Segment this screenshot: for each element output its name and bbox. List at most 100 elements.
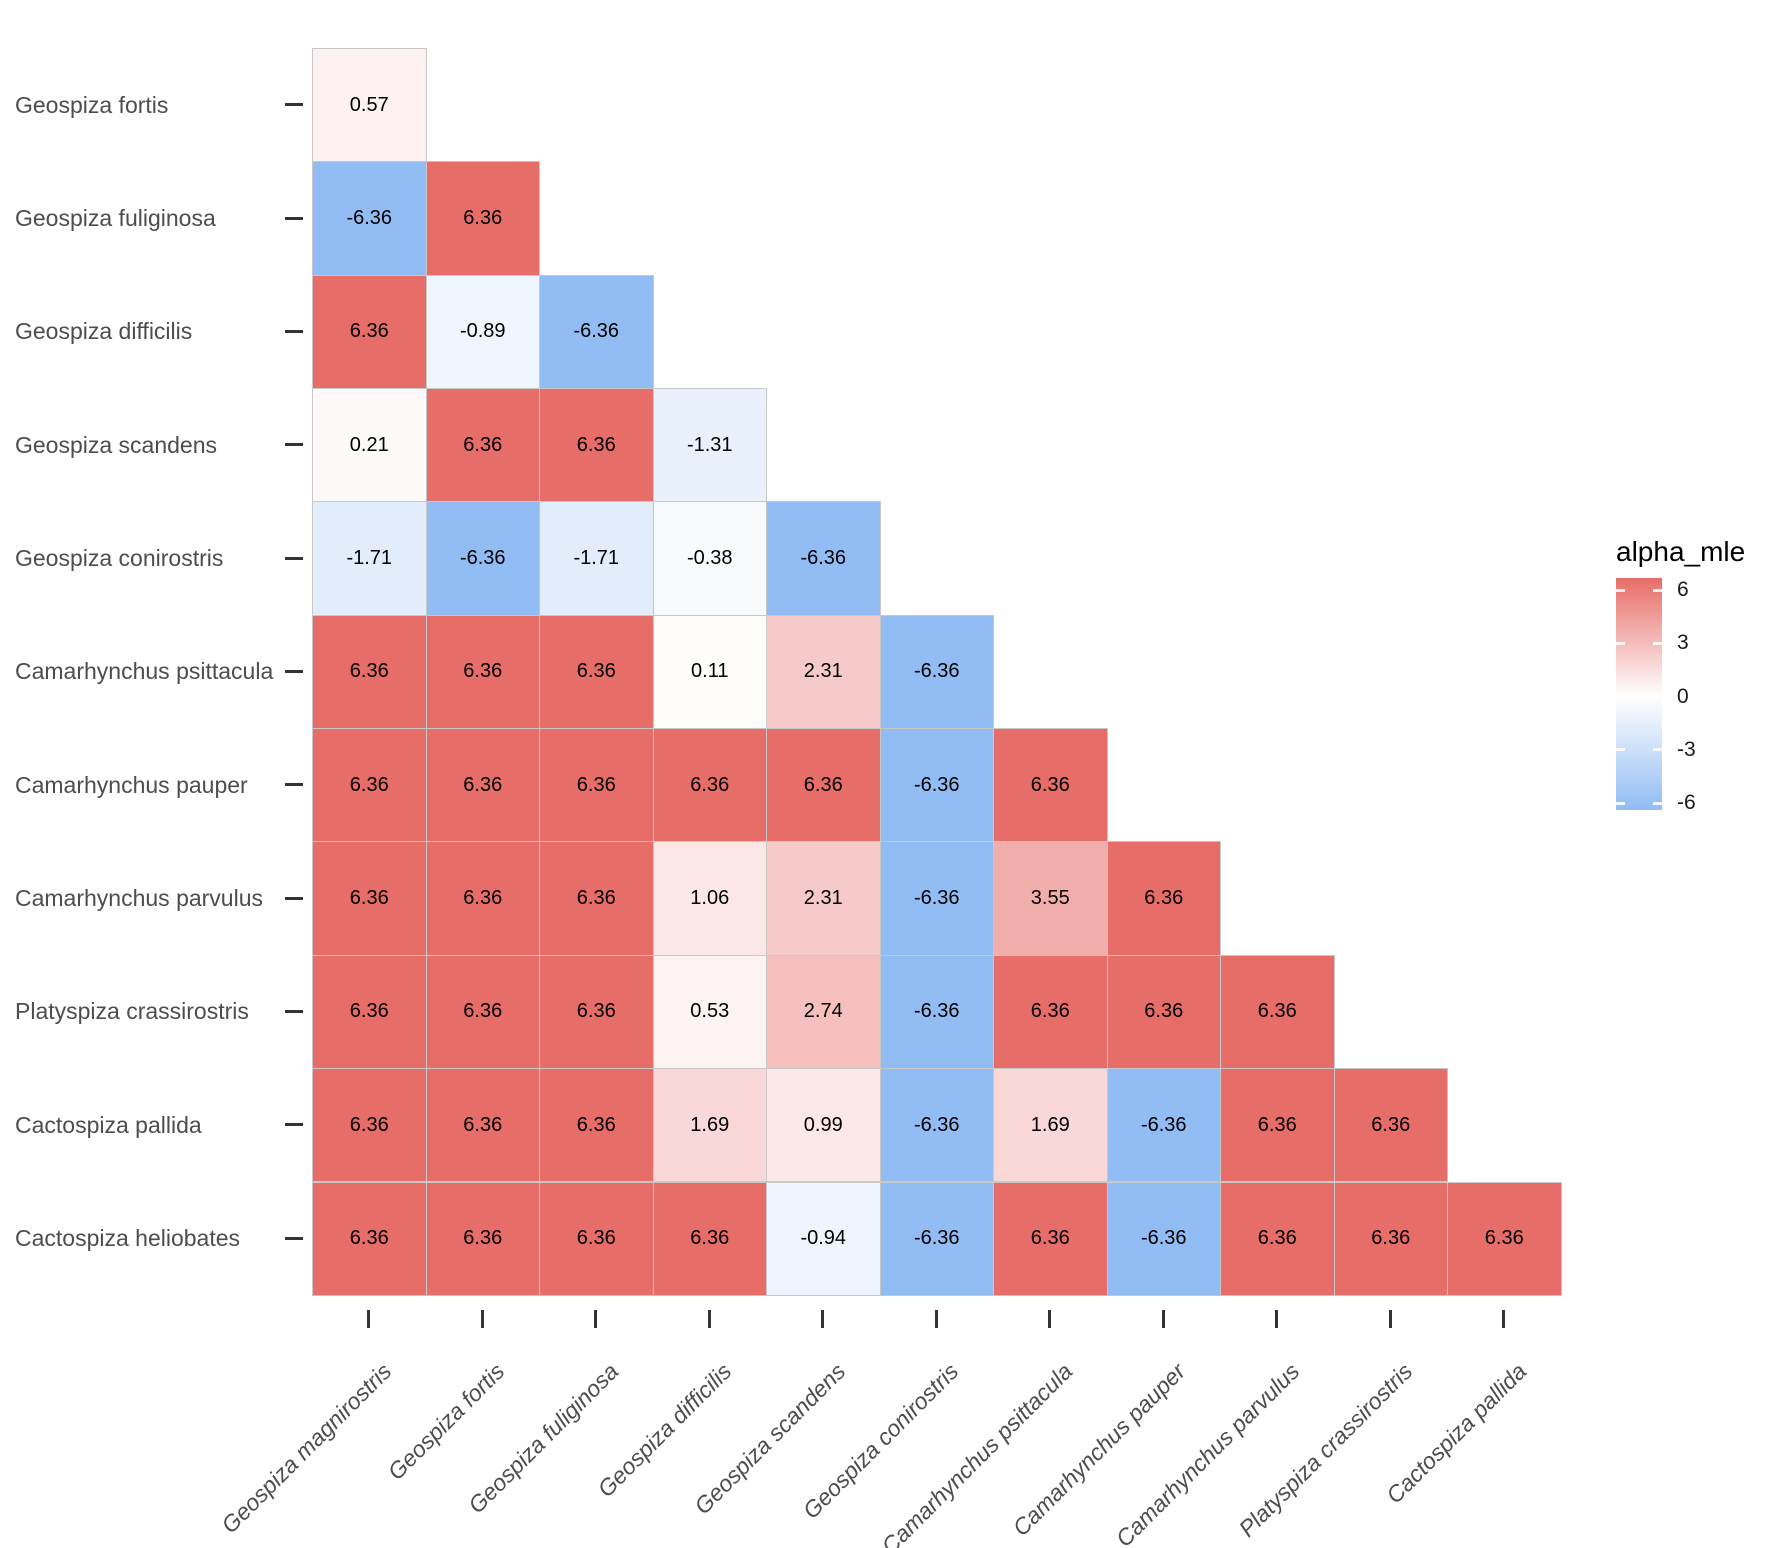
heatmap-cell: 6.36	[312, 614, 427, 730]
heatmap-cell: -6.36	[766, 501, 881, 616]
cell-value-label: -0.89	[459, 320, 506, 343]
legend-tick-mark	[1653, 588, 1662, 592]
cell-value-label: 6.36	[690, 773, 730, 796]
heatmap-cell: 6.36	[652, 1181, 767, 1296]
cell-value-label: -1.31	[686, 433, 733, 456]
heatmap-cell: 6.36	[539, 954, 654, 1070]
cell-value-label: 6.36	[349, 1000, 389, 1023]
heatmap-cell: 0.99	[766, 1068, 881, 1183]
cell-value-label: 6.36	[576, 660, 616, 683]
heatmap-cell: 6.36	[425, 1068, 540, 1183]
cell-value-label: -6.36	[913, 1000, 960, 1023]
y-axis-label: Geospiza scandens	[15, 431, 218, 458]
heatmap-cell: 6.36	[1106, 841, 1221, 956]
y-axis-tick	[285, 216, 303, 220]
cell-value-label: -6.36	[346, 207, 393, 230]
y-axis-tick	[285, 1123, 303, 1127]
legend-tick-mark	[1616, 801, 1625, 805]
legend-tick-mark	[1616, 695, 1625, 699]
y-axis-label: Platyspiza crassirostris	[15, 998, 249, 1025]
cell-value-label: 3.55	[1030, 887, 1070, 910]
heatmap-cell: 6.36	[312, 1068, 427, 1183]
cell-value-label: 0.53	[690, 1000, 730, 1023]
cell-value-label: 6.36	[576, 1113, 616, 1136]
heatmap-cell: 1.69	[993, 1068, 1108, 1183]
heatmap-cell: -0.38	[652, 501, 767, 616]
y-axis-label: Geospiza fuliginosa	[15, 205, 216, 232]
cell-value-label: 6.36	[463, 887, 503, 910]
legend-tick-mark	[1653, 695, 1662, 699]
heatmap-cell: -0.89	[425, 274, 540, 390]
x-axis-tick	[1275, 1310, 1279, 1328]
cell-value-label: 6.36	[463, 433, 503, 456]
heatmap-cell: -1.31	[652, 388, 767, 503]
cell-value-label: 2.74	[803, 1000, 843, 1023]
cell-value-label: 6.36	[349, 1113, 389, 1136]
heatmap-cell: 6.36	[425, 388, 540, 503]
heatmap-cell: -0.94	[766, 1181, 881, 1296]
cell-value-label: -6.36	[459, 547, 506, 570]
cell-value-label: 6.36	[576, 433, 616, 456]
cell-value-label: 6.36	[1030, 773, 1070, 796]
y-axis-tick	[285, 556, 303, 560]
cell-value-label: -6.36	[913, 887, 960, 910]
cell-value-label: 6.36	[1257, 1113, 1297, 1136]
cell-value-label: 6.36	[463, 1227, 503, 1250]
heatmap-cell: 6.36	[425, 728, 540, 843]
legend-tick-label: 0	[1677, 684, 1689, 708]
heatmap-cell: 6.36	[425, 841, 540, 956]
legend-tick-mark	[1616, 748, 1625, 752]
heatmap-cell: 6.36	[312, 954, 427, 1070]
heatmap-cell: 1.06	[652, 841, 767, 956]
legend-tick-mark	[1616, 588, 1625, 592]
cell-value-label: 6.36	[1030, 1000, 1070, 1023]
heatmap-cell: 6.36	[1220, 1068, 1335, 1183]
heatmap-cell: 6.36	[539, 728, 654, 843]
heatmap-cell: 6.36	[425, 1181, 540, 1296]
legend-tick-mark	[1653, 801, 1662, 805]
cell-value-label: 2.31	[803, 887, 843, 910]
heatmap-cell: 6.36	[993, 954, 1108, 1070]
legend-tick-label: 3	[1677, 631, 1689, 655]
cell-value-label: 6.36	[463, 207, 503, 230]
y-axis-tick	[285, 103, 303, 107]
cell-value-label: -6.36	[1140, 1113, 1187, 1136]
legend-tick-label: -3	[1677, 737, 1696, 761]
heatmap-cell: 6.36	[539, 1068, 654, 1183]
cell-value-label: 6.36	[576, 1227, 616, 1250]
cell-value-label: 6.36	[349, 773, 389, 796]
x-axis-tick	[821, 1310, 825, 1328]
y-axis-tick	[285, 669, 303, 673]
heatmap-cell: 6.36	[1106, 954, 1221, 1070]
legend-tick-label: -6	[1677, 791, 1696, 815]
legend-title: alpha_mle	[1616, 536, 1746, 567]
y-axis-label: Geospiza difficilis	[15, 318, 193, 345]
heatmap-cell: 6.36	[993, 728, 1108, 843]
heatmap-cell: 6.36	[1333, 1068, 1448, 1183]
legend-tick-mark	[1653, 748, 1662, 752]
cell-value-label: 6.36	[349, 887, 389, 910]
heatmap-cell: 6.36	[312, 274, 427, 390]
heatmap-cell: -1.71	[539, 501, 654, 616]
heatmap-cell: -1.71	[312, 501, 427, 616]
y-axis-label: Camarhynchus pauper	[15, 771, 248, 798]
y-axis-tick	[285, 1236, 303, 1240]
heatmap-cell: 6.36	[539, 841, 654, 956]
legend-tick-mark	[1653, 641, 1662, 645]
heatmap-cell: 6.36	[1220, 1181, 1335, 1296]
y-axis-label: Geospiza fortis	[15, 91, 169, 118]
cell-value-label: 6.36	[1371, 1113, 1411, 1136]
cell-value-label: 0.21	[349, 433, 389, 456]
cell-value-label: 6.36	[690, 1227, 730, 1250]
heatmap-cell: -6.36	[879, 1068, 994, 1183]
cell-value-label: 6.36	[463, 1000, 503, 1023]
legend-tick-label: 6	[1677, 578, 1689, 602]
x-axis-tick	[707, 1310, 711, 1328]
cell-value-label: 6.36	[1484, 1227, 1524, 1250]
legend-tick-mark	[1616, 641, 1625, 645]
cell-value-label: -1.71	[573, 547, 620, 570]
cell-value-label: -6.36	[1140, 1227, 1187, 1250]
heatmap-cell: 6.36	[312, 1181, 427, 1296]
cell-value-label: 0.99	[803, 1113, 843, 1136]
